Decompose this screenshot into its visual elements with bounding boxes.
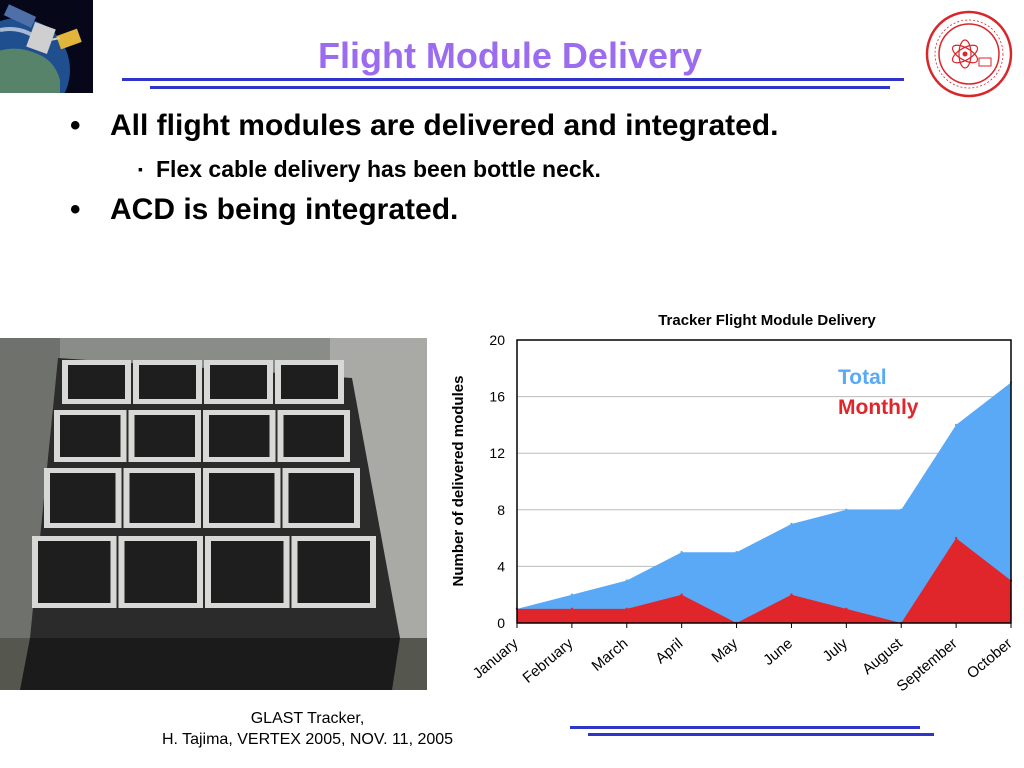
x-tick-label: February: [520, 635, 577, 687]
footer-line-2: H. Tajima, VERTEX 2005, NOV. 11, 2005: [161, 731, 454, 748]
data-point-total: [625, 579, 628, 582]
silicon-panel: [281, 365, 338, 399]
chart-svg: Tracker Flight Module Delivery Number of…: [450, 312, 1016, 695]
bullet-item: • ACD is being integrated.: [70, 190, 458, 230]
sub-bullet-marker: ▪: [138, 161, 143, 177]
satellite-image: [0, 0, 93, 93]
title-underline-top: [122, 78, 904, 81]
x-tick-label: October: [964, 635, 1016, 682]
silicon-panel: [139, 365, 196, 399]
silicon-panel: [38, 541, 111, 603]
silicon-panel: [209, 473, 275, 523]
y-tick-label: 4: [497, 558, 505, 574]
delivery-chart: Tracker Flight Module Delivery Number of…: [440, 300, 1024, 710]
y-tick-label: 12: [489, 445, 505, 461]
x-tick-label: September: [894, 635, 961, 695]
chart-title: Tracker Flight Module Delivery: [658, 312, 876, 329]
y-tick-label: 20: [489, 332, 505, 348]
data-point-total: [790, 522, 793, 526]
slac-seal-logo: [925, 10, 1013, 98]
x-tick-label: January: [470, 635, 522, 683]
sub-bullet-item: ▪ Flex cable delivery has been bottle nec…: [138, 154, 601, 184]
data-point-monthly: [680, 593, 683, 596]
title-underline-bottom: [150, 86, 890, 89]
plot-frame: [516, 339, 1012, 624]
legend-monthly: Monthly: [838, 396, 919, 419]
silicon-panel: [129, 473, 195, 523]
bullet-text: ACD is being integrated.: [110, 193, 459, 226]
data-point-total: [735, 551, 738, 554]
y-tick-label: 16: [489, 389, 505, 405]
data-point-monthly: [570, 607, 574, 611]
footer-rule-top: [570, 726, 920, 729]
legend-total: Total: [838, 366, 887, 389]
x-tick-label: July: [820, 635, 852, 665]
data-point-total: [900, 508, 903, 511]
area-series-total: [517, 382, 1011, 623]
x-tick-label: August: [859, 635, 906, 679]
bullet-item: • All flight modules are delivered and in…: [70, 106, 778, 146]
silicon-panel: [283, 415, 344, 457]
silicon-panel: [60, 415, 121, 457]
footer-rule-bottom: [588, 733, 934, 736]
data-point-total: [954, 423, 958, 427]
silicon-panel: [210, 365, 267, 399]
silicon-panel: [134, 415, 195, 457]
data-point-monthly: [790, 593, 793, 596]
silicon-panel: [211, 541, 284, 603]
footer-line-1: GLAST Tracker,: [250, 710, 365, 727]
x-tick-label: March: [588, 635, 631, 675]
data-point-total: [680, 551, 683, 554]
silicon-panel: [297, 541, 370, 603]
module-grid: [32, 360, 376, 608]
data-point-monthly: [845, 607, 848, 611]
silicon-panel: [124, 541, 197, 603]
silicon-panel: [288, 473, 354, 523]
y-tick-label: 8: [497, 502, 505, 518]
x-tick-label: June: [760, 635, 796, 669]
page-title: Flight Module Delivery: [317, 35, 703, 76]
silicon-panel: [68, 365, 125, 399]
sub-bullet-text: Flex cable delivery has been bottle neck…: [156, 156, 601, 182]
data-point-total: [570, 593, 574, 596]
tracker-photo: [0, 338, 427, 690]
data-point-monthly: [625, 607, 628, 611]
data-point-monthly: [954, 536, 958, 540]
slide-footer: GLAST Tracker, H. Tajima, VERTEX 2005, N…: [150, 708, 465, 750]
bullet-marker: •: [70, 193, 81, 226]
y-tick-label: 0: [497, 615, 505, 631]
y-axis-label: Number of delivered modules: [450, 376, 467, 587]
bullet-marker: •: [70, 109, 81, 142]
x-tick-label: April: [652, 635, 686, 667]
silicon-panel: [209, 415, 270, 457]
area-series-monthly: [517, 538, 1011, 623]
data-point-total: [845, 508, 848, 511]
x-tick-label: May: [708, 635, 741, 667]
bullet-text: All flight modules are delivered and int…: [110, 109, 779, 142]
silicon-panel: [50, 473, 116, 523]
